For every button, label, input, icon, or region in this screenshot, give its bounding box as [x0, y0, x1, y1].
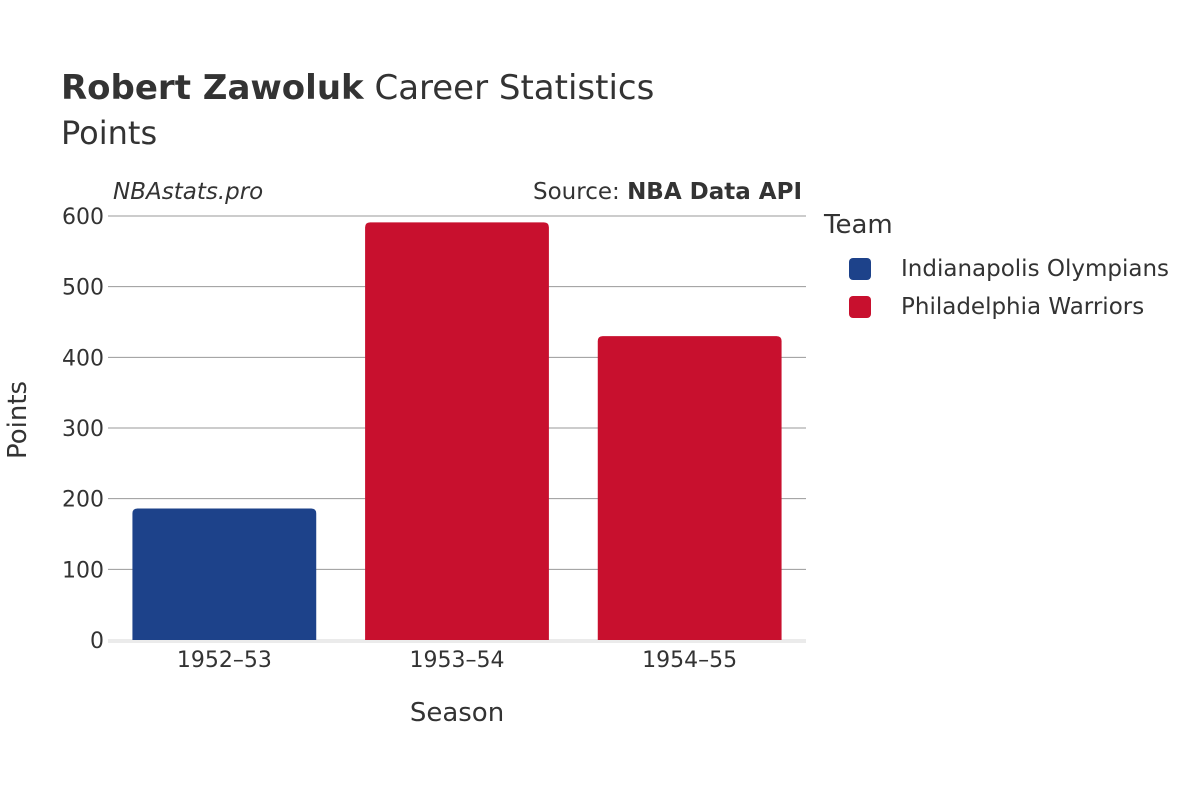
bar [597, 336, 782, 640]
x-tick-label: 1953–54 [410, 648, 505, 673]
x-tick-label: 1954–55 [642, 648, 737, 673]
site-credit: NBAstats.pro [113, 179, 264, 205]
source-name: NBA Data API [627, 179, 802, 205]
y-tick-label: 300 [62, 417, 104, 442]
x-tick-label: 1952–53 [177, 648, 272, 673]
y-tick-label: 200 [62, 488, 104, 513]
legend-item-indianapolis-olympians[interactable]: Indianapolis Olympians [824, 250, 1169, 288]
legend-label: Indianapolis Olympians [901, 256, 1170, 282]
legend-swatch [849, 258, 871, 280]
title-rest: Career Statistics [374, 68, 655, 108]
player-name: Robert Zawoluk [61, 68, 364, 108]
y-tick-label: 500 [62, 276, 104, 301]
y-axis-title: Points [3, 381, 33, 459]
bar [132, 508, 317, 640]
chart-title: Robert Zawoluk Career Statistics [61, 68, 654, 108]
legend-item-philadelphia-warriors[interactable]: Philadelphia Warriors [824, 288, 1169, 326]
source-credit: Source: NBA Data API [533, 177, 802, 207]
bar [365, 222, 549, 641]
y-tick-label: 400 [62, 346, 104, 371]
legend-title: Team [824, 210, 893, 240]
source-prefix: Source: [533, 179, 628, 205]
y-tick-label: 0 [90, 629, 104, 654]
y-tick-label: 100 [62, 558, 104, 583]
legend: Team Indianapolis Olympians Philadelphia… [824, 208, 1169, 326]
legend-label: Philadelphia Warriors [901, 294, 1145, 320]
x-axis-title: Season [410, 698, 504, 728]
legend-swatch [849, 296, 871, 318]
chart-subtitle: Points [61, 114, 158, 152]
y-tick-label: 600 [62, 205, 104, 230]
